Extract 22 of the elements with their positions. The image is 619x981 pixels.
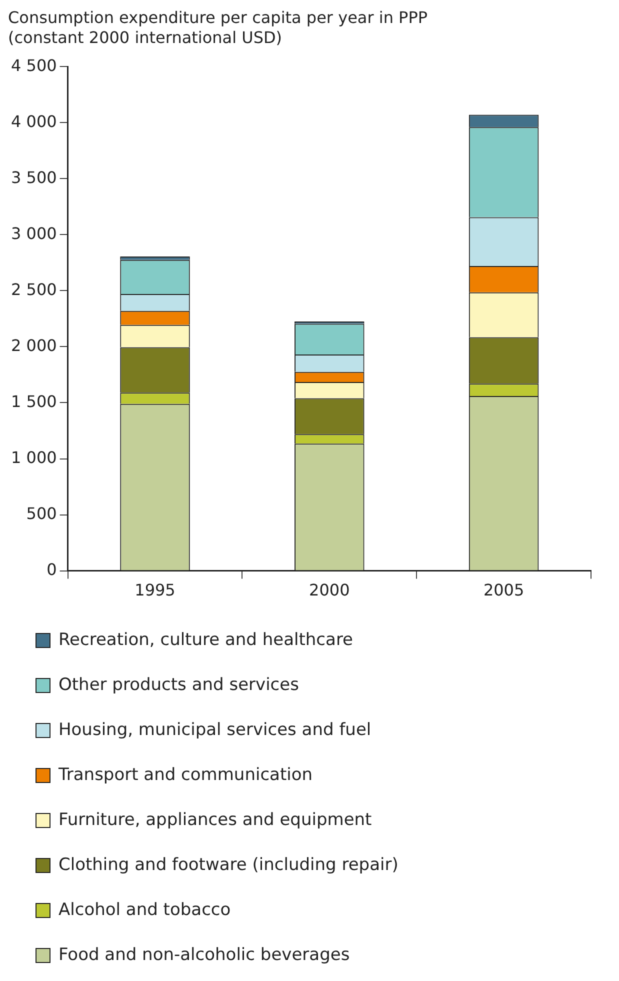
- y-tick-label: 500: [26, 504, 57, 523]
- y-tick-label: 1 500: [10, 392, 57, 411]
- y-axis-title: Consumption expenditure per capita per year in PPP (constant 2000 international USD): [8, 8, 428, 48]
- x-tick-label: 2005: [483, 580, 524, 600]
- y-tick-label: 3 000: [10, 224, 57, 243]
- legend-label: Clothing and footware (including repair): [58, 854, 398, 875]
- x-tick-label: 2000: [309, 580, 350, 600]
- y-tick-label: 1 000: [10, 448, 57, 467]
- legend-label: Housing, municipal services and fuel: [58, 720, 372, 740]
- legend-label: Other products and services: [58, 674, 300, 695]
- legend-label: Food and non-alcoholic beverages: [58, 944, 350, 965]
- legend-label: Transport and communication: [58, 764, 313, 785]
- y-tick-label: 0: [46, 560, 57, 579]
- y-tick-label: 2 500: [10, 280, 57, 299]
- y-tick-label: 4 000: [10, 112, 57, 131]
- legend-label: Alcohol and tobacco: [58, 900, 231, 920]
- x-tick-label: 1995: [134, 580, 176, 600]
- y-tick-label: 3 500: [10, 168, 57, 187]
- y-tick-label: 2 000: [10, 336, 57, 355]
- y-tick-label: 4 500: [10, 56, 57, 75]
- legend-label: Recreation, culture and healthcare: [58, 630, 354, 650]
- legend-label: Furniture, appliances and equipment: [58, 810, 372, 830]
